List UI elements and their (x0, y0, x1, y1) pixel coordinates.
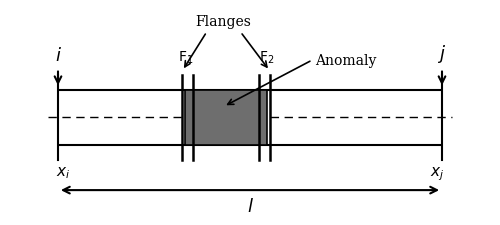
Text: $\mathit{l}$: $\mathit{l}$ (246, 197, 254, 215)
Text: $\mathbf{\mathit{j}}$: $\mathbf{\mathit{j}}$ (438, 43, 446, 65)
Text: $\mathrm{F}_2$: $\mathrm{F}_2$ (259, 50, 274, 66)
Bar (185, 91, 267, 145)
Text: $\mathrm{F}_1$: $\mathrm{F}_1$ (178, 50, 193, 66)
Text: $\mathbf{\mathit{i}}$: $\mathbf{\mathit{i}}$ (54, 47, 62, 65)
Text: $\mathbf{\mathit{x}}_{\mathit{j}}$: $\mathbf{\mathit{x}}_{\mathit{j}}$ (430, 164, 444, 182)
Text: Anomaly: Anomaly (315, 54, 376, 68)
Text: $\mathbf{\mathit{x}}_{\mathit{i}}$: $\mathbf{\mathit{x}}_{\mathit{i}}$ (56, 164, 70, 180)
Text: Flanges: Flanges (196, 15, 252, 29)
